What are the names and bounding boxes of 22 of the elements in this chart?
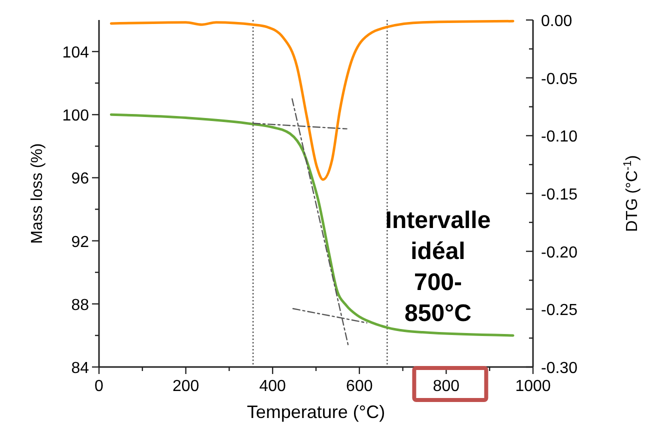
y2-tick-label: -0.20 xyxy=(541,244,578,262)
y2-tick-label: 0.00 xyxy=(541,13,572,30)
x-tick-label: 0 xyxy=(94,378,104,395)
y-tick-label: 96 xyxy=(71,170,90,188)
y-axis-title: Mass loss (%) xyxy=(29,143,46,244)
x-tick-label: 600 xyxy=(346,378,373,395)
x-tick-label: 1000 xyxy=(515,378,551,395)
x-tick-label: 200 xyxy=(172,378,200,395)
y-tick-label: 92 xyxy=(71,234,90,251)
x-axis-title: Temperature (°C) xyxy=(246,402,386,422)
y-tick-label: 84 xyxy=(71,360,90,377)
y2-tick-label: -0.25 xyxy=(541,302,578,320)
y2-tick-label: -0.30 xyxy=(541,360,578,377)
y2-tick-label: -0.15 xyxy=(541,186,578,204)
y-tick-label: 88 xyxy=(71,296,90,314)
annotation: Intervalle idéal 700- 850°C xyxy=(385,207,491,327)
y2-tick-label: -0.05 xyxy=(541,70,578,88)
x-tick-label: 800 xyxy=(432,378,460,395)
y-tick-label: 104 xyxy=(62,44,90,62)
x-tick-label: 400 xyxy=(259,378,286,395)
y2-tick-label: -0.10 xyxy=(541,128,578,146)
y-tick-label: 100 xyxy=(62,108,90,125)
